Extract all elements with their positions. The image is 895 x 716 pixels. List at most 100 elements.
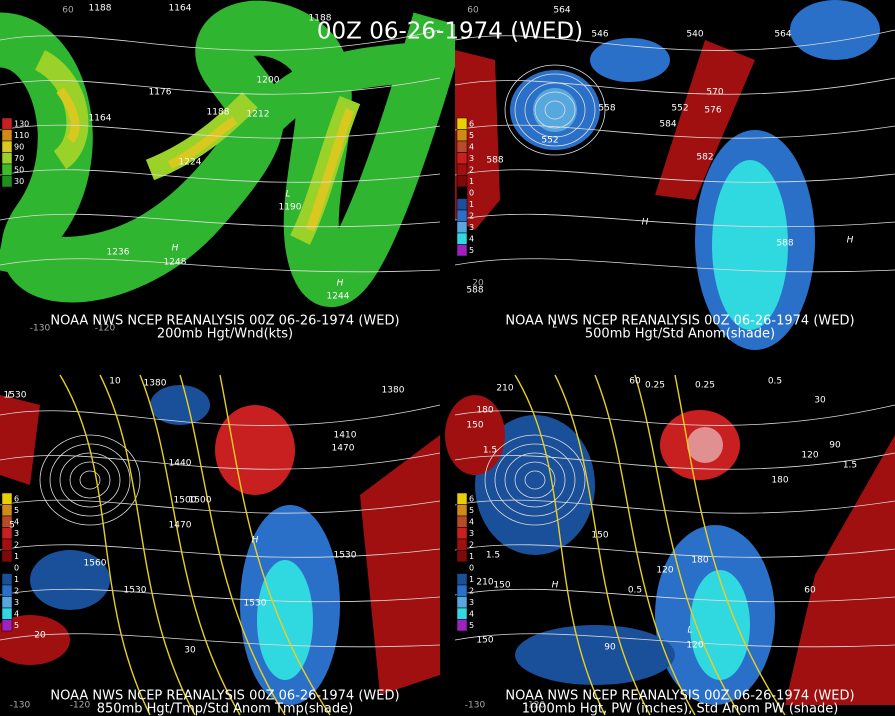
shade-area [533,88,577,132]
contour-label: 10 [109,377,121,387]
contour-label: H [252,536,259,546]
contour-label: 1530 [334,551,357,561]
colorbar-label: 2 [469,212,474,221]
colorbar-label: 6 [14,495,19,504]
main-title: 00Z 06-26-1974 (WED) [317,19,583,45]
contour-label: 558 [598,104,615,114]
contour-line [454,544,895,558]
contour-label: 576 [704,106,721,116]
contour-label: 1188 [89,4,112,14]
contour-label: 570 [706,88,723,98]
contour-label: 582 [696,153,713,163]
caption-source: NOAA NWS NCEP REANALYSIS 00Z 06-26-1974 … [50,689,399,704]
contour-label: L [285,190,290,200]
colorbar-swatch [456,619,468,632]
contour-line [0,29,441,51]
contour-label: 1248 [164,258,187,268]
contour-label: 150 [466,421,483,431]
shade-area [790,0,880,60]
temperature-line [99,374,196,716]
colorbar-swatch [456,573,468,586]
colorbar-label: 2 [469,541,474,550]
colorbar-label: 3 [469,223,474,232]
shade-area [150,385,210,425]
axis-label: 20 [472,279,484,289]
colorbar-swatch [1,129,13,142]
contour-label: 588 [776,239,793,249]
colorbar-label: 3 [469,598,474,607]
contour-label: 1212 [247,110,270,120]
colorbar-label: 6 [469,120,474,129]
colorbar-label: 4 [469,518,474,527]
caption: 1000mb Hgt, PW (inches), Std Anom PW (sh… [522,702,839,716]
contour-label: 540 [686,30,703,40]
shade-area [687,427,723,463]
temperature-line [634,374,741,716]
colorbar-label: 1 [469,177,474,186]
contour-label: H [337,279,344,289]
contour-label: 1380 [382,386,405,396]
shade-area [257,560,313,680]
contour-label: 1188 [309,14,332,24]
contour-line [544,100,566,120]
contour-label: 1380 [144,379,167,389]
colorbar-swatch [456,140,468,153]
contour-label: 546 [591,30,608,40]
shade-area [215,405,295,495]
contour-label: 1500 [189,496,212,506]
colorbar-swatch [456,596,468,609]
colorbar-label: 90 [14,143,24,152]
contour-label: H [552,581,559,591]
contour-label: 1470 [332,444,355,454]
map-panel: 6543210123451530138013801410147014401500… [0,374,441,716]
contour-label: 0.5 [628,586,642,596]
contour-label: 150 [476,636,493,646]
caption-source: NOAA NWS NCEP REANALYSIS 00Z 06-26-1974 … [505,314,854,329]
colorbar-label: 1 [14,575,19,584]
contour-label: 1.5 [483,446,497,456]
colorbar-label: 50 [14,166,24,175]
contour-label: 30 [184,646,196,656]
contour-label: 1176 [149,88,172,98]
axis-label: -130 [10,701,31,711]
contour-label: L [687,626,692,636]
contour-line [484,434,586,526]
temperature-line [139,374,241,716]
contour-line [524,82,586,138]
contour-label: 180 [476,406,493,416]
contour-label: 1164 [89,114,112,124]
caption: 850mb Hgt/Tmp/Std Anom Tmp(shade) [97,702,353,716]
contour-line [504,452,566,508]
shade-area [30,550,110,610]
contour-line [454,588,895,603]
temperature-line [554,374,651,716]
contour-line [494,443,576,517]
contour-line [0,544,441,558]
contour-line [454,404,895,426]
contour-line [0,169,441,183]
contour-line [454,213,895,228]
contour-label: 90 [829,441,841,451]
contour-label: 0.5 [768,377,782,387]
colorbar-swatch [456,607,468,620]
colorbar-swatch [456,492,468,505]
colorbar-swatch [456,129,468,142]
contour-label: 1236 [107,248,130,258]
shade-area [0,0,467,307]
colorbar-label: 5 [469,621,474,630]
contour-line [0,77,441,95]
colorbar-label: 70 [14,154,24,163]
contour-label: 1440 [169,459,192,469]
temperature-line [219,374,331,716]
colorbar-label: 6 [469,495,474,504]
colorbar-swatch [456,584,468,597]
shade-area [0,615,70,665]
colorbar-swatch [456,538,468,551]
colorbar-label: 5 [469,506,474,515]
contour-label: 1164 [169,4,192,14]
contour-line [454,633,895,648]
colorbar-swatch [456,175,468,188]
contour-label: 552 [541,136,558,146]
contour-line [454,169,895,183]
